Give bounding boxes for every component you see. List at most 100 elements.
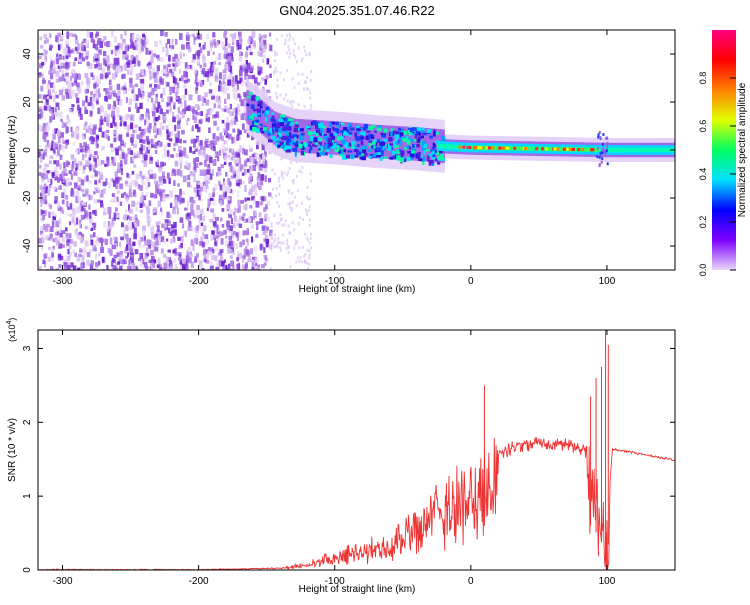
ridge-blob (285, 127, 291, 131)
noise-cell (209, 110, 212, 115)
ridge-blob (348, 123, 352, 127)
noise-cell (92, 75, 95, 81)
noise-cell (157, 225, 160, 233)
noise-cell (280, 157, 283, 161)
ridge-blob (310, 136, 314, 141)
noise-cell (56, 228, 60, 233)
noise-cell (147, 111, 150, 116)
noise-cell (186, 44, 191, 50)
noise-cell (99, 73, 104, 80)
noise-cell (140, 78, 145, 84)
noise-cell (161, 78, 164, 85)
ridge-blob (292, 134, 298, 138)
noise-cell (257, 66, 261, 71)
noise-cell (193, 36, 197, 41)
noise-cell (53, 166, 58, 174)
noise-cell (194, 258, 197, 263)
noise-cell (71, 104, 75, 108)
ridge-hotspot (581, 148, 585, 151)
noise-cell (107, 66, 110, 71)
noise-cell (196, 257, 199, 263)
noise-cell (211, 169, 214, 176)
noise-cell (75, 132, 80, 140)
noise-cell (41, 87, 44, 92)
ridge-mid (303, 119, 306, 153)
ridge-blob (277, 132, 281, 135)
noise-cell (203, 149, 206, 156)
noise-cell (163, 254, 167, 258)
noise-cell (168, 138, 173, 142)
snr-frame (37, 329, 676, 571)
noise-cell (157, 200, 162, 207)
noise-cell (146, 117, 150, 124)
noise-cell (275, 186, 278, 190)
noise-cell (241, 146, 245, 150)
ridge-blob (293, 141, 296, 144)
noise-cell (187, 246, 191, 253)
ridge-core (608, 147, 611, 153)
spectrogram-plot-area (38, 30, 675, 270)
noise-cell (264, 79, 267, 85)
noise-cell (118, 145, 122, 151)
ridge-core (665, 147, 669, 153)
noise-cell (207, 203, 210, 208)
noise-cell (175, 137, 180, 143)
ridge-blob (308, 144, 311, 147)
noise-cell (155, 239, 159, 246)
noise-cell (233, 157, 235, 164)
spectrogram-ytick-label: -20 (22, 190, 33, 205)
noise-cell (62, 55, 65, 60)
noise-cell (195, 87, 198, 94)
noise-cell (175, 153, 179, 158)
noise-cell (291, 192, 293, 195)
ridge-blob (401, 158, 407, 163)
noise-cell (87, 77, 91, 84)
noise-cell (126, 237, 129, 244)
noise-cell (172, 56, 176, 62)
noise-cell (130, 122, 134, 130)
noise-cell (174, 53, 178, 59)
noise-cell (141, 69, 144, 76)
noise-cell (155, 186, 159, 194)
noise-cell (52, 238, 55, 242)
noise-cell (113, 57, 117, 65)
noise-cell (97, 88, 101, 94)
ridge-blob (383, 156, 388, 159)
ridge-blob (423, 132, 428, 136)
noise-cell (183, 80, 188, 84)
ridge-mid (250, 92, 253, 127)
noise-cell (59, 173, 63, 181)
noise-cell (208, 250, 212, 255)
noise-cell (218, 167, 222, 172)
ridge-core (618, 147, 622, 153)
noise-cell (282, 176, 285, 180)
ridge-blob (280, 114, 286, 118)
noise-cell (248, 145, 252, 151)
ridge-blob (278, 133, 283, 138)
noise-cell (51, 112, 55, 117)
noise-cell (61, 236, 65, 243)
ridge-blob (251, 120, 257, 125)
ridge-core (543, 146, 546, 151)
noise-cell (260, 174, 265, 181)
noise-cell (279, 213, 282, 216)
noise-cell (225, 152, 228, 157)
noise-cell (270, 221, 273, 225)
noise-cell (179, 188, 182, 196)
ridge-blob (423, 156, 426, 162)
ridge-core (449, 144, 452, 149)
noise-cell (80, 203, 84, 211)
noise-cell (270, 248, 273, 251)
noise-cell (81, 132, 85, 140)
noise-cell (138, 243, 141, 248)
noise-cell (234, 118, 239, 122)
noise-cell (193, 138, 197, 144)
noise-cell (43, 132, 48, 136)
noise-cell (287, 170, 290, 174)
noise-cell (204, 92, 208, 98)
chart-title: GN04.2025.351.07.46.R22 (279, 3, 434, 18)
noise-cell (230, 149, 233, 154)
noise-cell (178, 117, 182, 123)
noise-cell (63, 162, 66, 169)
noise-cell (116, 95, 121, 101)
